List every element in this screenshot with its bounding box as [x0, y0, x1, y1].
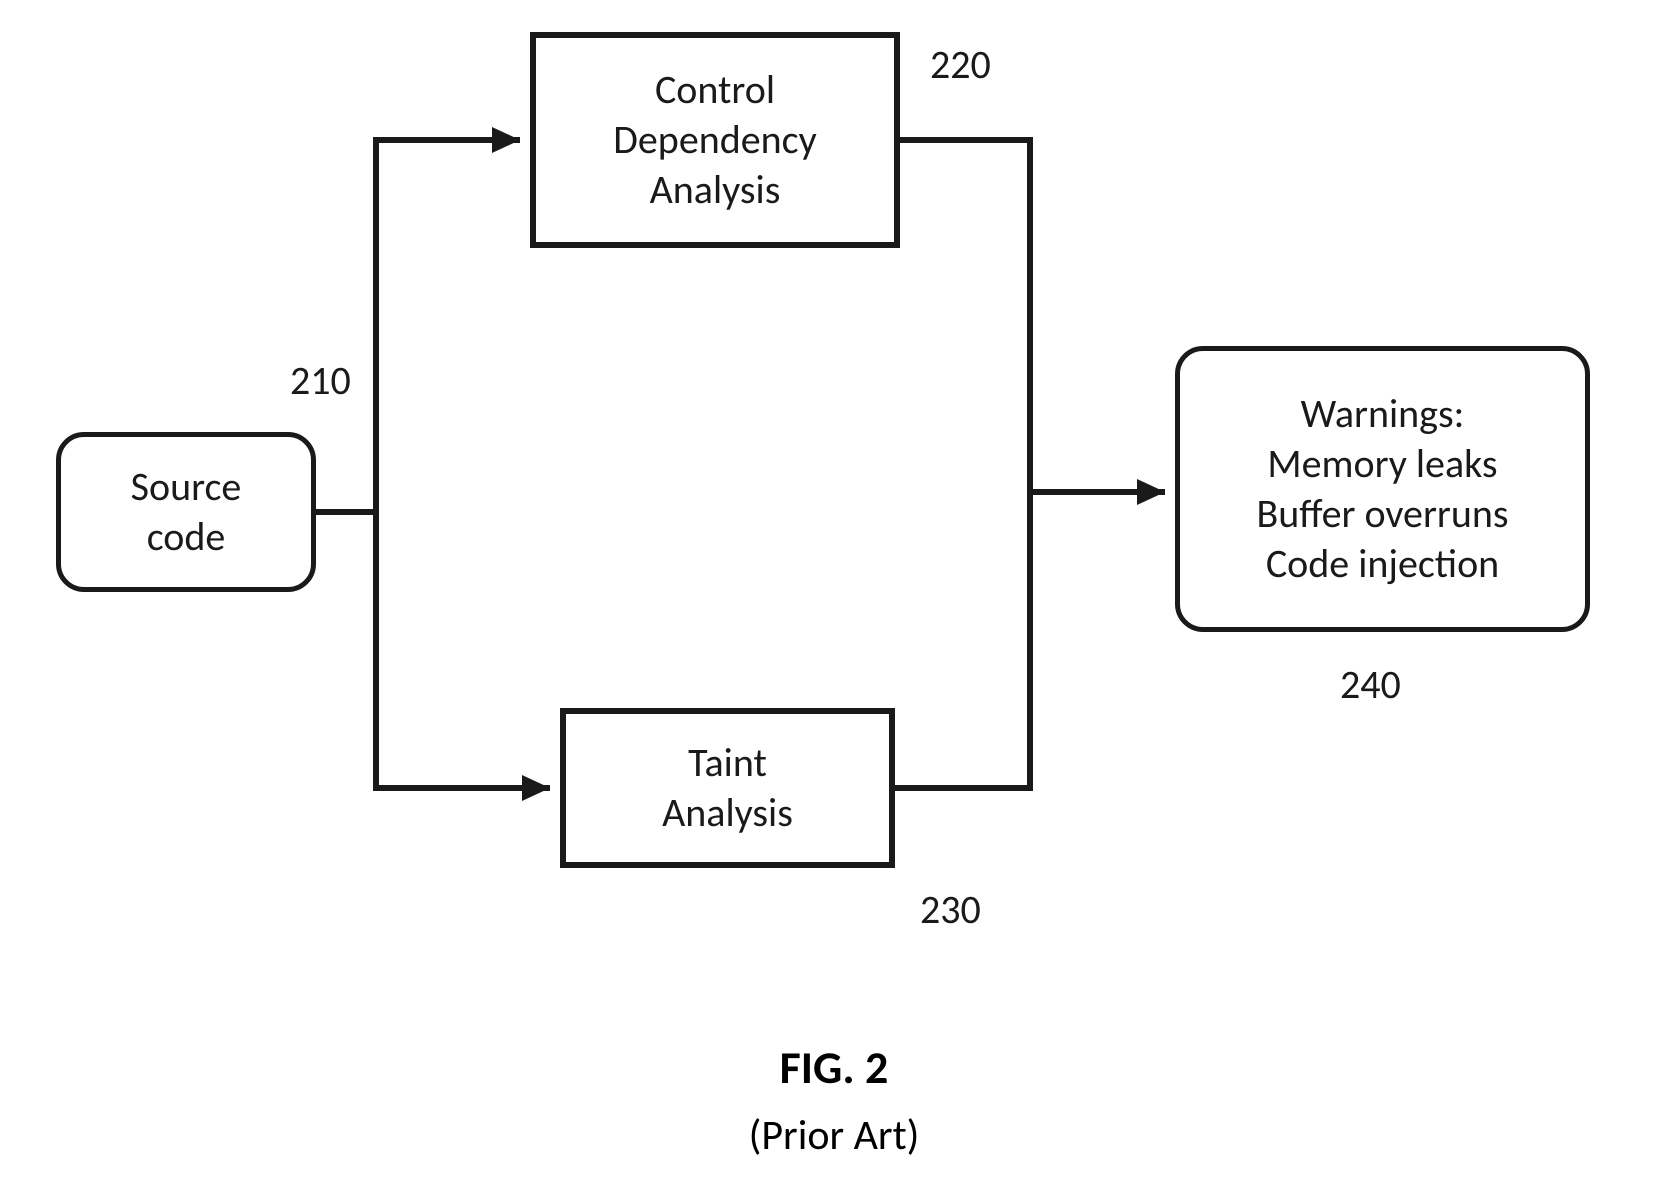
node-text-line: Warnings: [1301, 389, 1465, 439]
ref-label-240: 240 [1340, 660, 1401, 709]
node-text-line: code [147, 512, 226, 562]
ref-label-210: 210 [290, 356, 351, 405]
node-text-line: Analysis [662, 788, 793, 838]
figure-subtitle: (Prior Art) [0, 1110, 1668, 1161]
node-text-line: Buffer overruns [1256, 489, 1508, 539]
node-text-line: Control [655, 65, 775, 115]
node-text-line: Source [131, 462, 242, 512]
node-taint-analysis: TaintAnalysis [560, 708, 895, 868]
figure-title: FIG. 2 [0, 1040, 1668, 1096]
node-control-dependency-analysis: ControlDependencyAnalysis [530, 32, 900, 248]
ref-label-230: 230 [920, 885, 981, 934]
node-text-line: Dependency [613, 115, 816, 165]
node-warnings: Warnings:Memory leaksBuffer overrunsCode… [1175, 346, 1590, 632]
node-text-line: Code injection [1266, 539, 1499, 589]
node-text-line: Memory leaks [1267, 439, 1497, 489]
node-text-line: Taint [688, 738, 767, 788]
node-text-line: Analysis [650, 165, 781, 215]
ref-label-220: 220 [930, 40, 991, 89]
node-source-code: Sourcecode [56, 432, 316, 592]
